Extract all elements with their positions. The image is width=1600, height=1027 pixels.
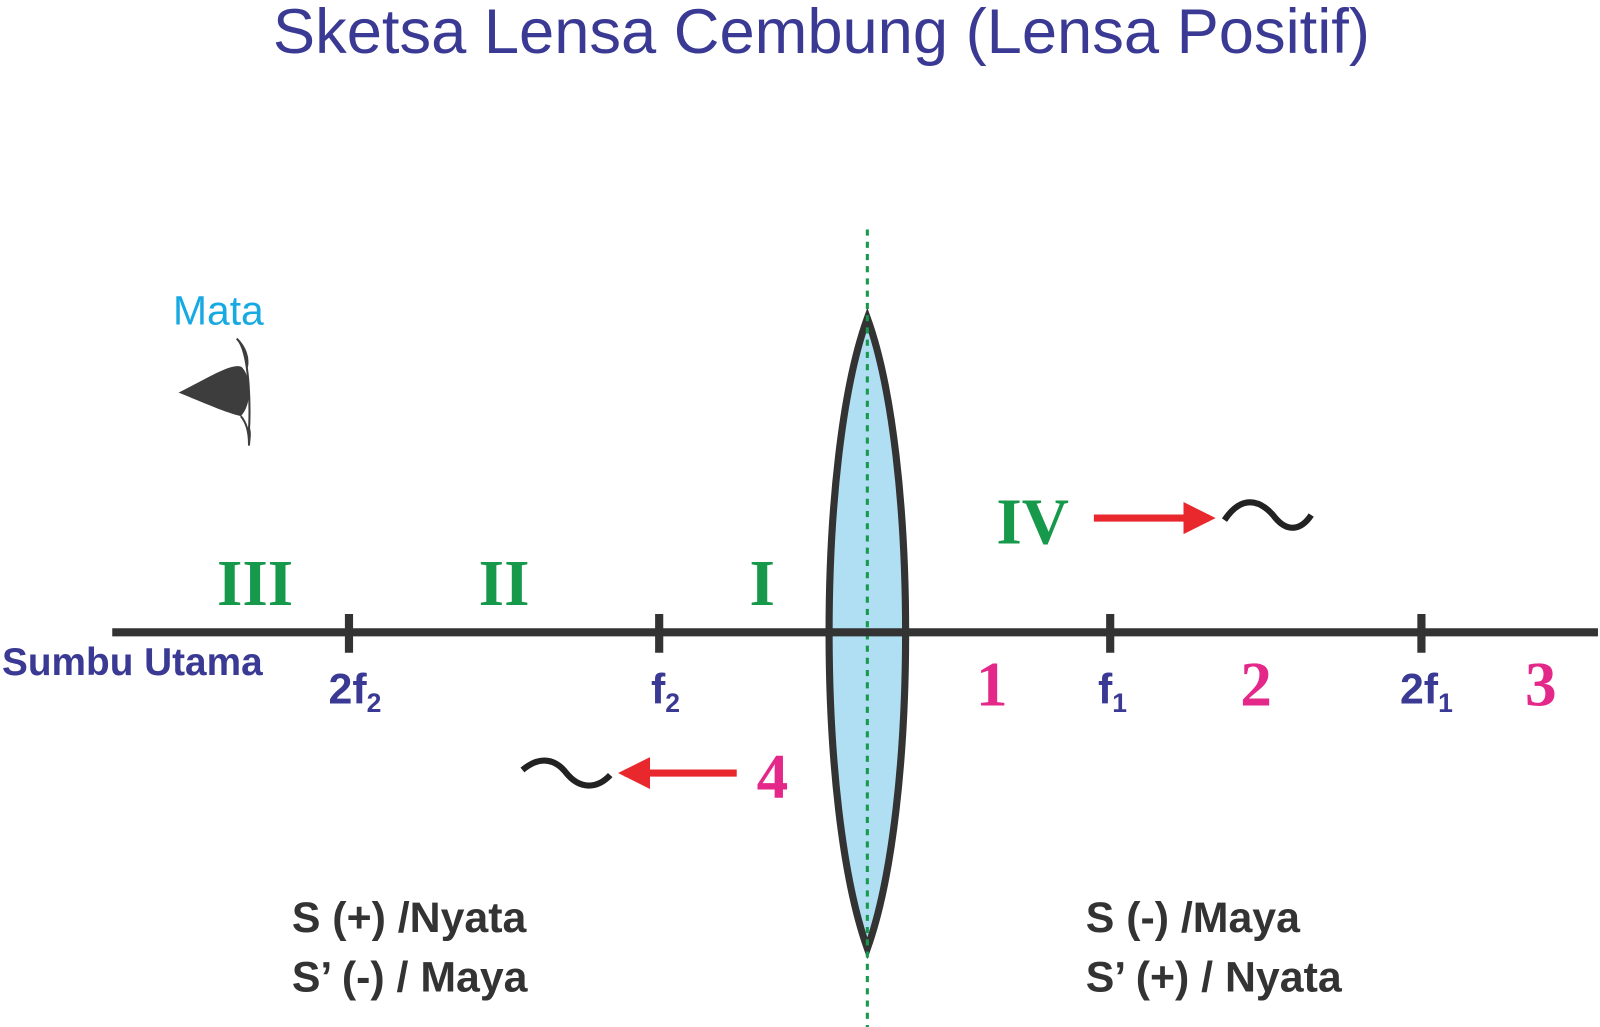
wave (1221, 499, 1314, 531)
axis-label: Sumbu Utama (2, 641, 263, 684)
ticks (344, 613, 1426, 653)
note: S’ (-) / Maya (292, 953, 529, 1001)
note: S’ (+) / Nyata (1086, 953, 1343, 1001)
region-label: I (750, 548, 775, 620)
point-label: f1 (1098, 666, 1127, 718)
point-main: f (651, 666, 666, 714)
point-label: 2f1 (1400, 666, 1453, 718)
point-label: f2 (651, 666, 680, 718)
eye-label: Mata (173, 287, 264, 333)
point-main: 2f (1400, 666, 1439, 714)
point-sub: 1 (1438, 688, 1453, 718)
eye (178, 366, 250, 417)
point-label: 2f2 (329, 666, 382, 718)
image-region-label: 1 (976, 650, 1008, 720)
point-sub: 2 (665, 688, 680, 718)
image-region-label: 3 (1525, 650, 1557, 720)
note: S (-) /Maya (1086, 894, 1301, 942)
note: S (+) /Nyata (292, 894, 528, 942)
title: Sketsa Lensa Cembung (Lensa Positif) (273, 0, 1370, 67)
region-label: IV (996, 487, 1069, 559)
image-region-label: 4 (757, 742, 789, 812)
point-main: f (1098, 666, 1113, 714)
eye-lid (235, 337, 251, 446)
image-region-label: 2 (1240, 650, 1272, 720)
region-label: III (217, 548, 293, 620)
wave (520, 757, 613, 789)
region-label: II (479, 548, 530, 620)
point-sub: 2 (367, 688, 382, 718)
point-sub: 1 (1112, 688, 1127, 718)
point-main: 2f (329, 666, 368, 714)
